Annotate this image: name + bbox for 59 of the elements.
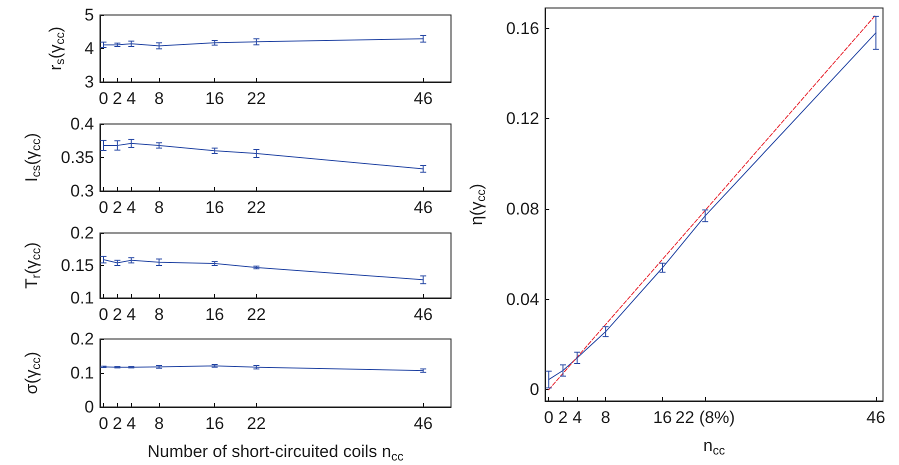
y-tick-label: 0.1 xyxy=(70,364,94,382)
y-tick-label: 0.2 xyxy=(70,330,94,348)
x-tick-label: 0 xyxy=(98,89,108,108)
y-tick-label: 0.3 xyxy=(70,182,94,200)
x-tick-label: 0 xyxy=(98,198,108,217)
x-tick-label: 4 xyxy=(126,89,136,108)
y-tick-label: 0 xyxy=(530,380,540,400)
y-tick-label: 0.1 xyxy=(70,288,94,308)
y-tick-label: 0.2 xyxy=(70,224,94,242)
x-tick-label: 16 xyxy=(205,198,224,217)
y-tick-label: 3 xyxy=(84,72,94,92)
x-tick-label: 0 xyxy=(98,305,108,324)
x-tick-label: 46 xyxy=(866,408,886,427)
x-tick-label: 4 xyxy=(126,414,136,433)
x-tick-label: 8 xyxy=(154,89,164,108)
y-axis-title: rs(γcc) xyxy=(46,26,67,70)
line-series xyxy=(102,142,424,170)
line-series xyxy=(102,259,424,280)
x-tick-label: 46 xyxy=(414,414,433,433)
y-tick-label: 0.08 xyxy=(506,200,540,219)
x-tick-label: 4 xyxy=(572,408,582,427)
y-tick-label: 0.12 xyxy=(506,109,540,128)
x-tick-label: 8 xyxy=(600,408,610,427)
y-tick-label: 4 xyxy=(84,39,94,58)
y-axis-title: σ(γcc) xyxy=(22,352,43,394)
x-tick-label: 46 xyxy=(414,89,433,108)
y-tick-label: 0.4 xyxy=(70,114,94,134)
x-tick-label: 2 xyxy=(558,408,568,427)
x-tick-label: 2 xyxy=(112,198,122,217)
y-axis-title: η(γcc) xyxy=(467,184,488,226)
x-tick-label: 16 xyxy=(205,305,224,324)
y-tick-label: 0.16 xyxy=(506,18,540,38)
x-tick-label: 46 xyxy=(414,198,433,217)
y-tick-label: 0.04 xyxy=(506,290,540,309)
x-tick-label: 22 xyxy=(246,198,266,217)
x-tick-label: 4 xyxy=(126,198,136,217)
x-tick-label: 4 xyxy=(126,305,136,324)
x-tick-label: 8 xyxy=(154,305,164,324)
x-tick-label: 22 xyxy=(246,89,266,108)
y-tick-label: 0.15 xyxy=(60,256,94,275)
x-tick-label: 2 xyxy=(112,89,122,108)
y-tick-label: 0.35 xyxy=(60,148,94,167)
x-tick-label: 22 (8%) xyxy=(675,408,735,427)
x-tick-label: 0 xyxy=(544,408,554,427)
x-tick-label: 2 xyxy=(112,305,122,324)
x-tick-label: 46 xyxy=(414,305,433,324)
x-tick-label: 22 xyxy=(246,414,266,433)
y-axis-title: Tr(γcc) xyxy=(22,242,43,289)
x-tick-label: 22 xyxy=(246,305,266,324)
x-tick-label: 16 xyxy=(205,414,224,433)
y-axis-title: Ics(γcc) xyxy=(22,132,43,182)
x-tick-label: 8 xyxy=(154,414,164,433)
x-tick-label: 0 xyxy=(98,414,108,433)
x-tick-label: 2 xyxy=(112,414,122,433)
x-tick-label: 16 xyxy=(205,89,224,108)
x-tick-label: 16 xyxy=(653,408,672,427)
y-tick-label: 5 xyxy=(84,6,94,24)
x-tick-label: 8 xyxy=(154,198,164,217)
line-series xyxy=(102,38,424,46)
